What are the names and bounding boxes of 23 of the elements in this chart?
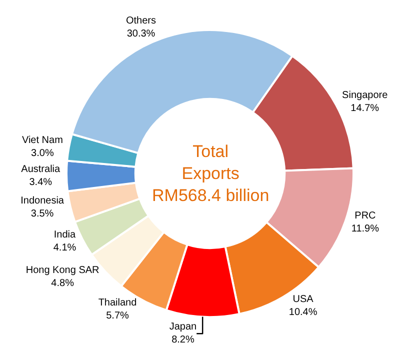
data-label: 3.0% [31, 148, 54, 159]
slice-label: Viet Nam [22, 134, 63, 146]
data-label: 14.7% [350, 103, 380, 114]
data-label: 8.2% [172, 334, 194, 346]
data-label: 3.5% [30, 208, 54, 220]
data-label: 4.1% [53, 242, 76, 254]
data-label: 5.7% [106, 310, 129, 322]
data-label: 4.8% [51, 278, 74, 290]
data-label: 10.4% [288, 307, 318, 318]
slice-label: USA [292, 294, 314, 306]
slice-label: Australia [21, 164, 61, 176]
slice-label: Others [126, 16, 156, 27]
slice-label: Thailand [98, 298, 137, 309]
slice-label: Japan [169, 322, 197, 333]
slice-label: Hong Kong SAR [26, 265, 100, 276]
slice-label: Singapore [342, 90, 388, 102]
slice-label: Indonesia [20, 195, 64, 206]
data-label: 30.3% [126, 28, 156, 40]
data-label: 11.9% [351, 223, 380, 234]
slice-label: PRC [354, 210, 376, 222]
text: Total Exports RM568.4 billion [152, 142, 270, 206]
data-label: 3.4% [29, 177, 52, 188]
slice-label: India [54, 229, 76, 240]
